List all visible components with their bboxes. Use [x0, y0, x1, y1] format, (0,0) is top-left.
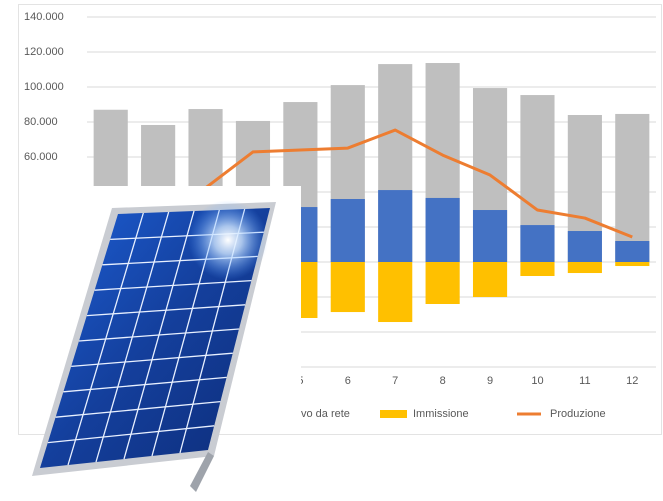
bar — [473, 210, 507, 262]
bar — [331, 262, 365, 312]
y-tick-label: 100.000 — [24, 81, 64, 93]
x-tick-label: 7 — [392, 375, 398, 387]
bar — [615, 114, 649, 262]
panel-glare — [188, 200, 268, 280]
bar — [426, 198, 460, 262]
bar — [378, 262, 412, 322]
bar — [473, 262, 507, 297]
x-tick-label: 8 — [440, 375, 446, 387]
y-tick-label: 80.000 — [24, 116, 58, 128]
x-tick-label: 11 — [579, 375, 590, 387]
y-tick-label: 60.000 — [24, 151, 58, 163]
bar — [378, 190, 412, 262]
bar — [568, 262, 602, 273]
bar — [520, 225, 554, 262]
bar — [331, 199, 365, 262]
x-tick-label: 10 — [531, 375, 543, 387]
bar — [568, 231, 602, 262]
y-tick-label: 120.000 — [24, 46, 64, 58]
legend-label: vo da rete — [301, 408, 350, 420]
bar — [426, 262, 460, 304]
x-tick-label: 12 — [626, 375, 638, 387]
solar-panel-photo — [20, 186, 301, 492]
x-tick-label: 9 — [487, 375, 493, 387]
legend-swatch — [380, 410, 407, 418]
x-tick-label: 6 — [345, 375, 351, 387]
chart: -60.000-40.000-20.000020.00040.00060.000… — [0, 0, 663, 501]
bar — [615, 241, 649, 262]
bar — [520, 262, 554, 276]
legend-label: Produzione — [550, 408, 606, 420]
y-tick-label: 140.000 — [24, 11, 64, 23]
bar — [615, 262, 649, 266]
legend-label: Immissione — [413, 408, 469, 420]
